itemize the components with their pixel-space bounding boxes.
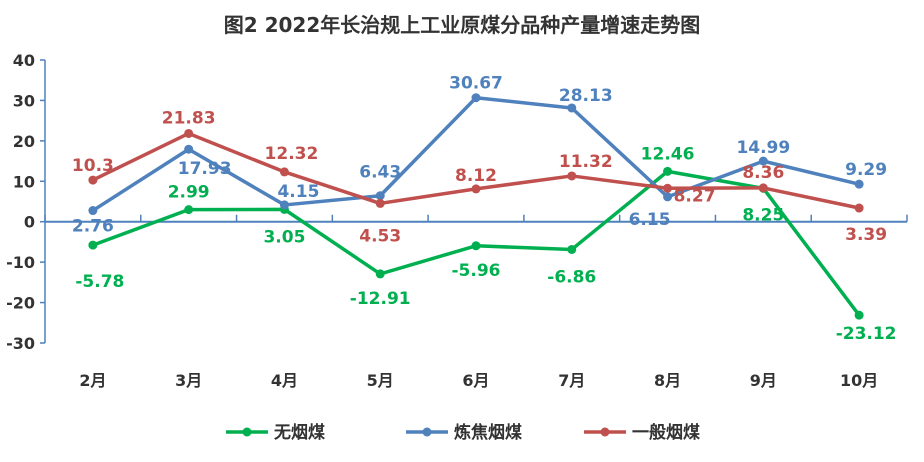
data-point-steam-coal [854,203,864,213]
legend-item-anthracite: 无烟煤 [226,422,325,443]
y-tick-label: -30 [6,334,35,353]
data-label-anthracite: -5.78 [75,272,124,292]
data-label-steam-coal: 11.32 [559,152,613,172]
data-point-coking-coal [854,179,864,189]
data-point-steam-coal [279,167,289,177]
data-point-coking-coal [375,191,385,201]
data-label-steam-coal: 8.36 [742,163,784,183]
data-label-coking-coal: 14.99 [736,138,790,158]
y-tick-label: 0 [24,213,35,232]
data-label-coking-coal: 28.13 [559,86,613,106]
data-point-steam-coal [471,184,481,194]
data-point-anthracite [471,241,481,251]
data-point-coking-coal [279,200,289,210]
data-label-steam-coal: 21.83 [162,108,216,128]
data-label-steam-coal: 8.27 [674,186,716,206]
y-tick-label: 40 [13,51,35,70]
data-label-anthracite: -12.91 [350,289,411,309]
legend-label: 炼焦烟煤 [454,422,522,443]
data-label-steam-coal: 4.53 [359,226,401,246]
y-tick-label: 20 [13,132,35,151]
data-point-steam-coal [375,198,385,208]
data-point-steam-coal [184,128,194,138]
data-point-anthracite [567,244,577,254]
data-point-coking-coal [471,93,481,103]
legend-marker-icon [600,427,610,437]
data-label-coking-coal: 6.15 [629,210,671,230]
legend-marker-icon [242,427,252,437]
y-tick-label: 10 [13,172,35,191]
y-tick-label: -20 [6,294,35,313]
data-point-coking-coal [567,103,577,113]
data-label-anthracite: 12.46 [641,144,695,164]
data-label-steam-coal: 8.12 [455,166,497,186]
data-label-coking-coal: 6.43 [359,163,401,183]
legend-label: 无烟煤 [273,422,325,443]
x-tick-label: 7月 [558,371,585,390]
data-point-coking-coal [88,206,98,216]
legend-item-steam-coal: 一般烟煤 [584,422,700,443]
x-tick-label: 8月 [654,371,681,390]
data-label-coking-coal: 30.67 [449,74,503,94]
x-tick-label: 5月 [367,371,394,390]
data-label-coking-coal: 17.93 [178,159,232,179]
data-label-coking-coal: 9.29 [845,160,887,180]
data-point-anthracite [184,205,194,215]
data-label-anthracite: -23.12 [836,324,897,344]
data-point-steam-coal [88,175,98,185]
data-point-anthracite [375,269,385,279]
legend-marker-icon [422,427,432,437]
x-tick-label: 10月 [840,371,878,390]
data-label-anthracite: 8.25 [742,205,784,225]
data-point-coking-coal [758,156,768,166]
data-point-steam-coal [663,183,673,193]
data-label-anthracite: 3.05 [263,227,305,247]
y-tick-label: -10 [6,253,35,272]
data-label-steam-coal: 10.3 [72,156,114,176]
data-point-steam-coal [758,183,768,193]
x-tick-label: 2月 [79,371,106,390]
data-label-coking-coal: 4.15 [277,182,319,202]
data-point-anthracite [854,310,864,320]
legend-label: 一般烟煤 [632,422,700,443]
data-point-coking-coal [663,192,673,202]
data-label-anthracite: 2.99 [168,183,210,203]
data-label-steam-coal: 12.32 [265,144,319,164]
data-label-steam-coal: 3.39 [845,225,887,245]
legend-item-coking-coal: 炼焦烟煤 [406,422,522,443]
data-label-coking-coal: 2.76 [72,217,114,237]
y-tick-label: 30 [13,91,35,110]
data-point-anthracite [88,240,98,250]
data-point-anthracite [663,166,673,176]
x-tick-label: 9月 [750,371,777,390]
x-tick-label: 4月 [271,371,298,390]
x-tick-label: 6月 [462,371,489,390]
chart-title: 图2 2022年长治规上工业原煤分品种产量增速走势图 [224,13,701,37]
x-tick-label: 3月 [175,371,202,390]
data-label-anthracite: -5.96 [452,261,501,281]
data-point-coking-coal [184,144,194,154]
data-point-steam-coal [567,171,577,181]
data-label-anthracite: -6.86 [547,267,596,287]
